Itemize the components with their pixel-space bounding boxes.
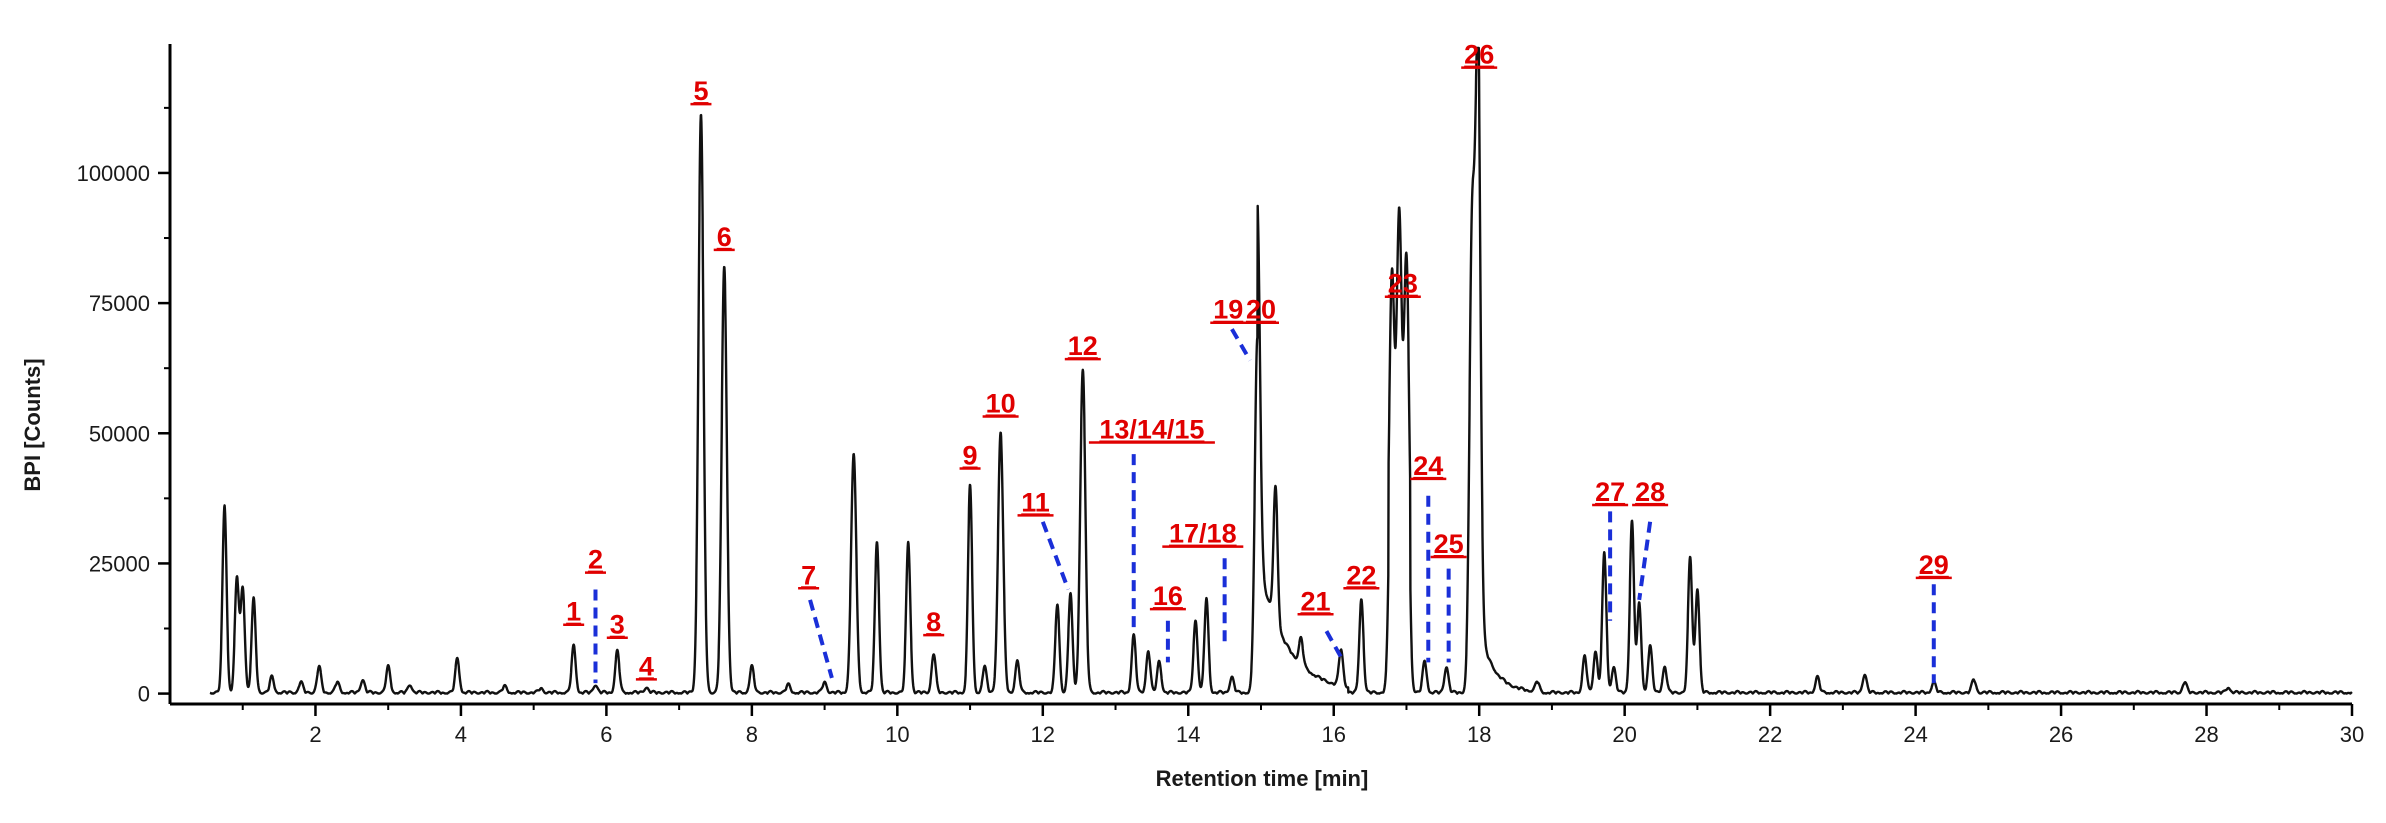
x-tick-label: 30	[2340, 722, 2364, 747]
chromatogram-trace	[209, 46, 2353, 695]
peak-label: 17/18	[1169, 519, 1237, 549]
x-tick-label: 4	[455, 722, 467, 747]
peak-label: 12	[1068, 331, 1098, 361]
peak-label: 11	[1021, 487, 1050, 517]
x-tick-label: 24	[1903, 722, 1927, 747]
x-tick-label: 6	[600, 722, 612, 747]
x-tick-label: 10	[885, 722, 909, 747]
axes: 2 4 6 8 10 12 14 16 18 20 22 24 26 28 3002500050000750…	[77, 44, 2364, 747]
peak-label: 27	[1595, 477, 1625, 507]
x-tick-label: 12	[1031, 722, 1055, 747]
peak-label: 2	[588, 545, 603, 575]
peak-label: 26	[1464, 40, 1494, 70]
x-tick-label: 14	[1176, 722, 1200, 747]
x-tick-label: 20	[1612, 722, 1636, 747]
peak-label: 29	[1919, 550, 1949, 580]
x-tick-label: 16	[1321, 722, 1345, 747]
y-tick-label: 100000	[77, 161, 150, 186]
peak-leader-line	[1324, 630, 1343, 659]
peak-label: 23	[1388, 269, 1418, 299]
peak-label: 5	[693, 76, 708, 106]
y-tick-label: 0	[138, 682, 150, 707]
trace-layer	[209, 46, 2353, 695]
peak-label: 4	[639, 651, 654, 681]
peak-label: 25	[1434, 529, 1464, 559]
x-tick-label: 22	[1758, 722, 1782, 747]
x-tick-label: 2	[309, 722, 321, 747]
peak-label: 1	[566, 597, 581, 627]
y-tick-label: 25000	[89, 551, 150, 576]
peak-label: 10	[986, 388, 1016, 418]
peak-label: 21	[1301, 586, 1331, 616]
x-tick-label: 18	[1467, 722, 1491, 747]
y-axis-title: BPI [Counts]	[20, 358, 45, 491]
peak-leader-line	[1637, 521, 1653, 601]
peak-label: 19	[1213, 295, 1243, 325]
peak-leader-line	[1040, 521, 1071, 591]
leader-layer	[593, 328, 1936, 684]
peak-label: 7	[801, 560, 816, 590]
peak-label: 3	[610, 610, 625, 640]
peak-label: 13/14/15	[1099, 414, 1204, 444]
x-tick-label: 8	[746, 722, 758, 747]
peak-label: 24	[1413, 451, 1443, 481]
peak-label: 9	[963, 441, 978, 471]
peak-label: 20	[1246, 295, 1276, 325]
peak-label: 28	[1635, 477, 1665, 507]
x-tick-label: 26	[2049, 722, 2073, 747]
x-tick-label: 28	[2194, 722, 2218, 747]
y-tick-label: 50000	[89, 421, 150, 446]
x-axis-title: Retention time [min]	[1156, 766, 1369, 791]
y-tick-label: 75000	[89, 291, 150, 316]
peak-leader-line	[808, 599, 834, 679]
peak-label: 8	[926, 607, 941, 637]
peak-label: 22	[1346, 560, 1376, 590]
peak-leader-line	[1230, 328, 1252, 362]
peak-label: 16	[1153, 581, 1183, 611]
peak-label: 6	[717, 222, 732, 252]
